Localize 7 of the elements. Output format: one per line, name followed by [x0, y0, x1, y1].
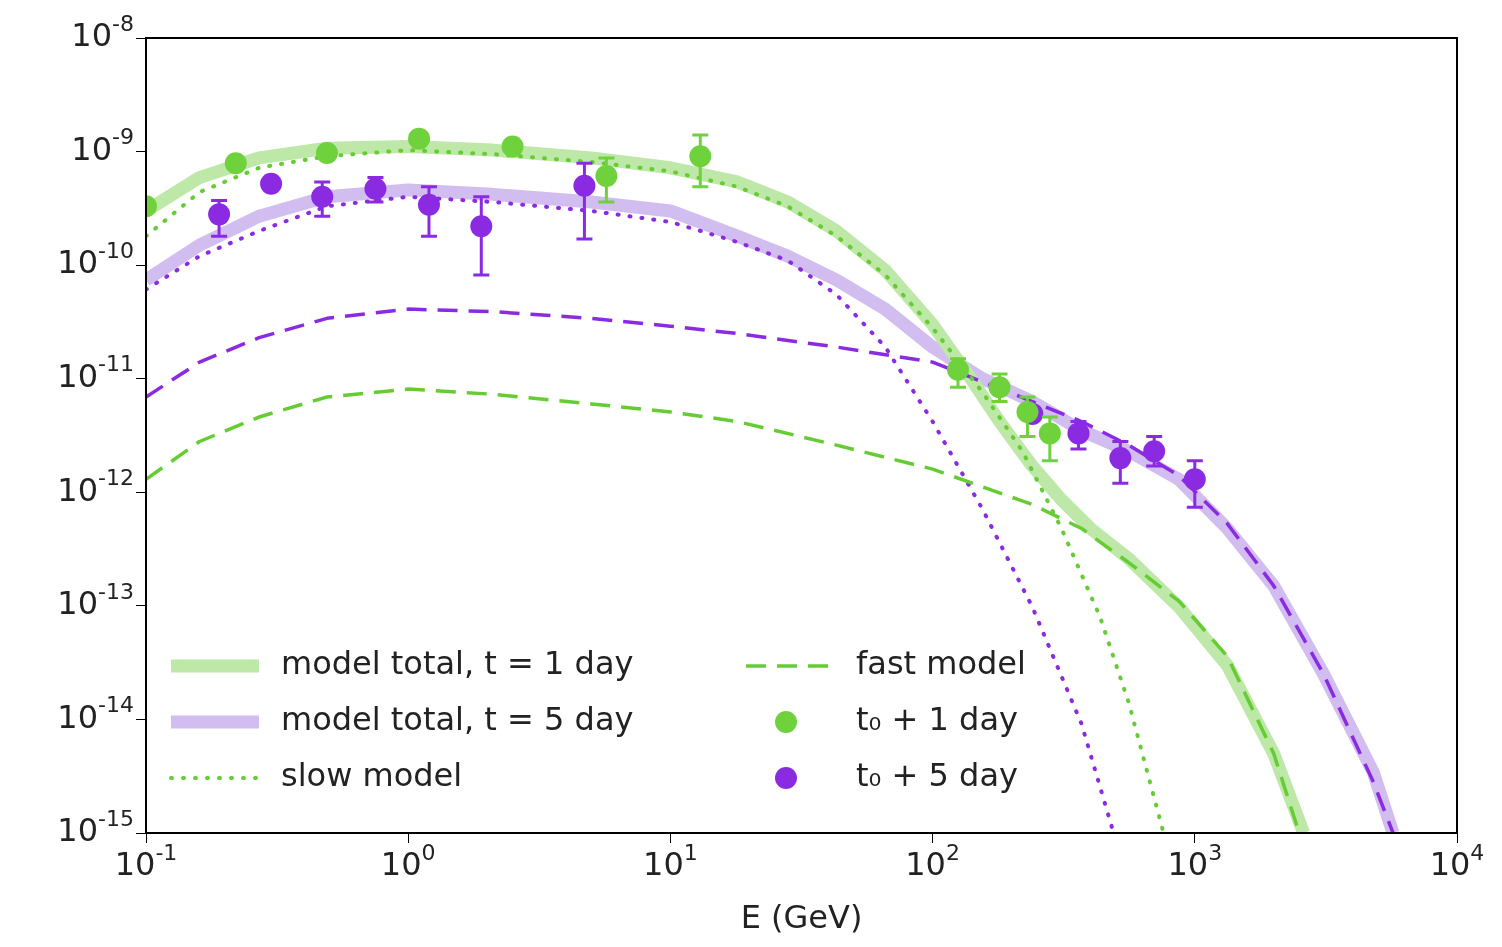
legend-label: fast model	[856, 644, 1026, 683]
legend-label: t₀ + 1 day	[856, 700, 1018, 739]
x-axis-title: E (GeV)	[740, 898, 863, 937]
legend-label: t₀ + 5 day	[856, 756, 1018, 795]
legend-label: model total, t = 1 day	[281, 644, 634, 683]
legend-label: slow model	[281, 756, 463, 795]
legend-label: model total, t = 5 day	[281, 700, 634, 739]
